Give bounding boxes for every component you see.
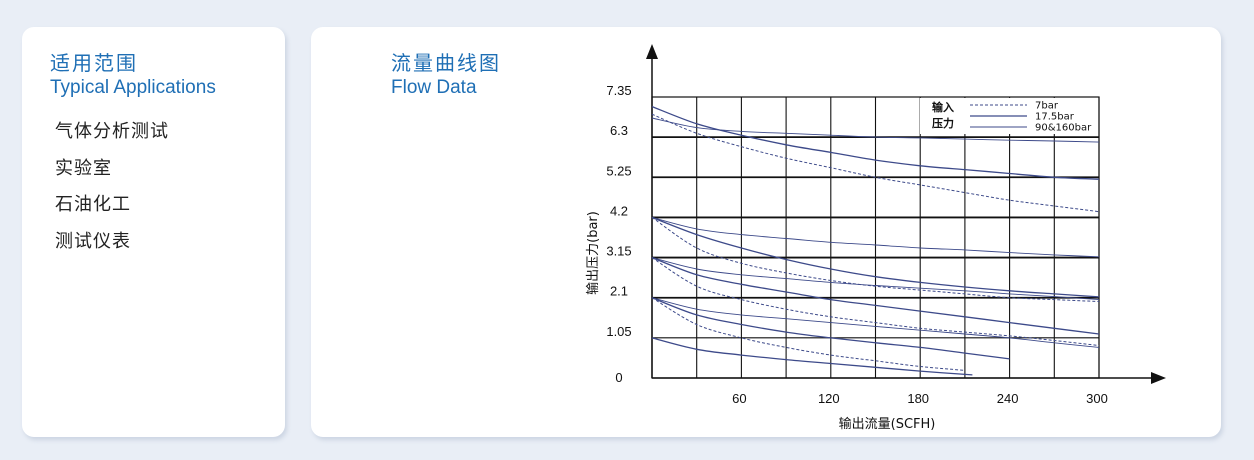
x-tick-label: 120 [818, 391, 840, 406]
x-axis-title: 输出流量(SCFH) [839, 416, 936, 432]
y-tick-label: 7.35 [606, 83, 631, 98]
y-tick-label: 3.15 [606, 244, 631, 259]
series-line-dashed [651, 257, 1100, 346]
list-item: 实验室 [55, 157, 112, 179]
chart-series [651, 105, 1100, 376]
flow-title-en: Flow Data [391, 77, 477, 98]
series-line-thin [651, 257, 1100, 301]
applications-list: 气体分析测试 实验室 石油化工 测试仪表 [55, 117, 169, 263]
list-item: 石油化工 [55, 194, 131, 215]
y-tick-label: 2.1 [610, 284, 628, 299]
chart-ticks: 0 1.05 2.1 3.15 4.2 5.25 6.3 7.35 60 120 180 240 300 [606, 83, 1108, 406]
legend-label-input: 输入 [932, 100, 954, 114]
list-item: 气体分析测试 [55, 121, 169, 142]
series-line-solid [651, 337, 973, 376]
x-tick-label: 180 [907, 391, 929, 406]
series-line-solid [651, 216, 1100, 298]
applications-title-en: Typical Applications [50, 77, 216, 98]
flow-title-cn: 流量曲线图 [391, 51, 501, 75]
y-tick-label: 4.2 [610, 203, 628, 218]
x-tick-label: 60 [732, 391, 746, 406]
applications-panel: 适用范围 Typical Applications 气体分析测试 实验室 石油化… [22, 27, 285, 437]
y-tick-label: 6.3 [610, 123, 628, 138]
flow-data-panel: 流量曲线图 Flow Data 0 1.05 2.1 3.15 4.2 5.25 6.3 7.… [311, 27, 1221, 437]
series-line-thin [651, 297, 1100, 348]
y-axis-arrow [646, 44, 658, 59]
x-tick-label: 240 [997, 391, 1019, 406]
y-tick-label: 1.05 [606, 324, 631, 339]
series-line-dashed [651, 113, 1100, 213]
series-line-solid [651, 105, 1100, 180]
legend-label-pressure: 压力 [932, 116, 954, 130]
y-axis-title: 输出压力(bar) [585, 211, 601, 295]
series-line-solid [651, 297, 1010, 360]
y-tick-label: 5.25 [606, 163, 631, 178]
series-line-thin [651, 216, 1100, 258]
legend-entry-label: 7bar [1035, 101, 1059, 112]
list-item: 测试仪表 [55, 230, 131, 252]
series-line-dashed [651, 297, 965, 371]
series-line-dashed [651, 216, 1100, 302]
flow-chart: 0 1.05 2.1 3.15 4.2 5.25 6.3 7.35 60 120 180 240 300… [585, 44, 1166, 432]
x-axis-arrow [1151, 372, 1166, 384]
series-line-thin [651, 117, 1100, 143]
x-tick-label: 300 [1086, 391, 1108, 406]
series-line-solid [651, 256, 1100, 335]
legend-entry-label: 17.5bar [1035, 112, 1075, 123]
applications-title-cn: 适用范围 [50, 51, 138, 75]
legend-entry-label: 90&160bar [1035, 123, 1092, 134]
chart-grid [651, 96, 1100, 379]
chart-axes [646, 44, 1166, 384]
y-tick-label: 0 [615, 370, 622, 385]
